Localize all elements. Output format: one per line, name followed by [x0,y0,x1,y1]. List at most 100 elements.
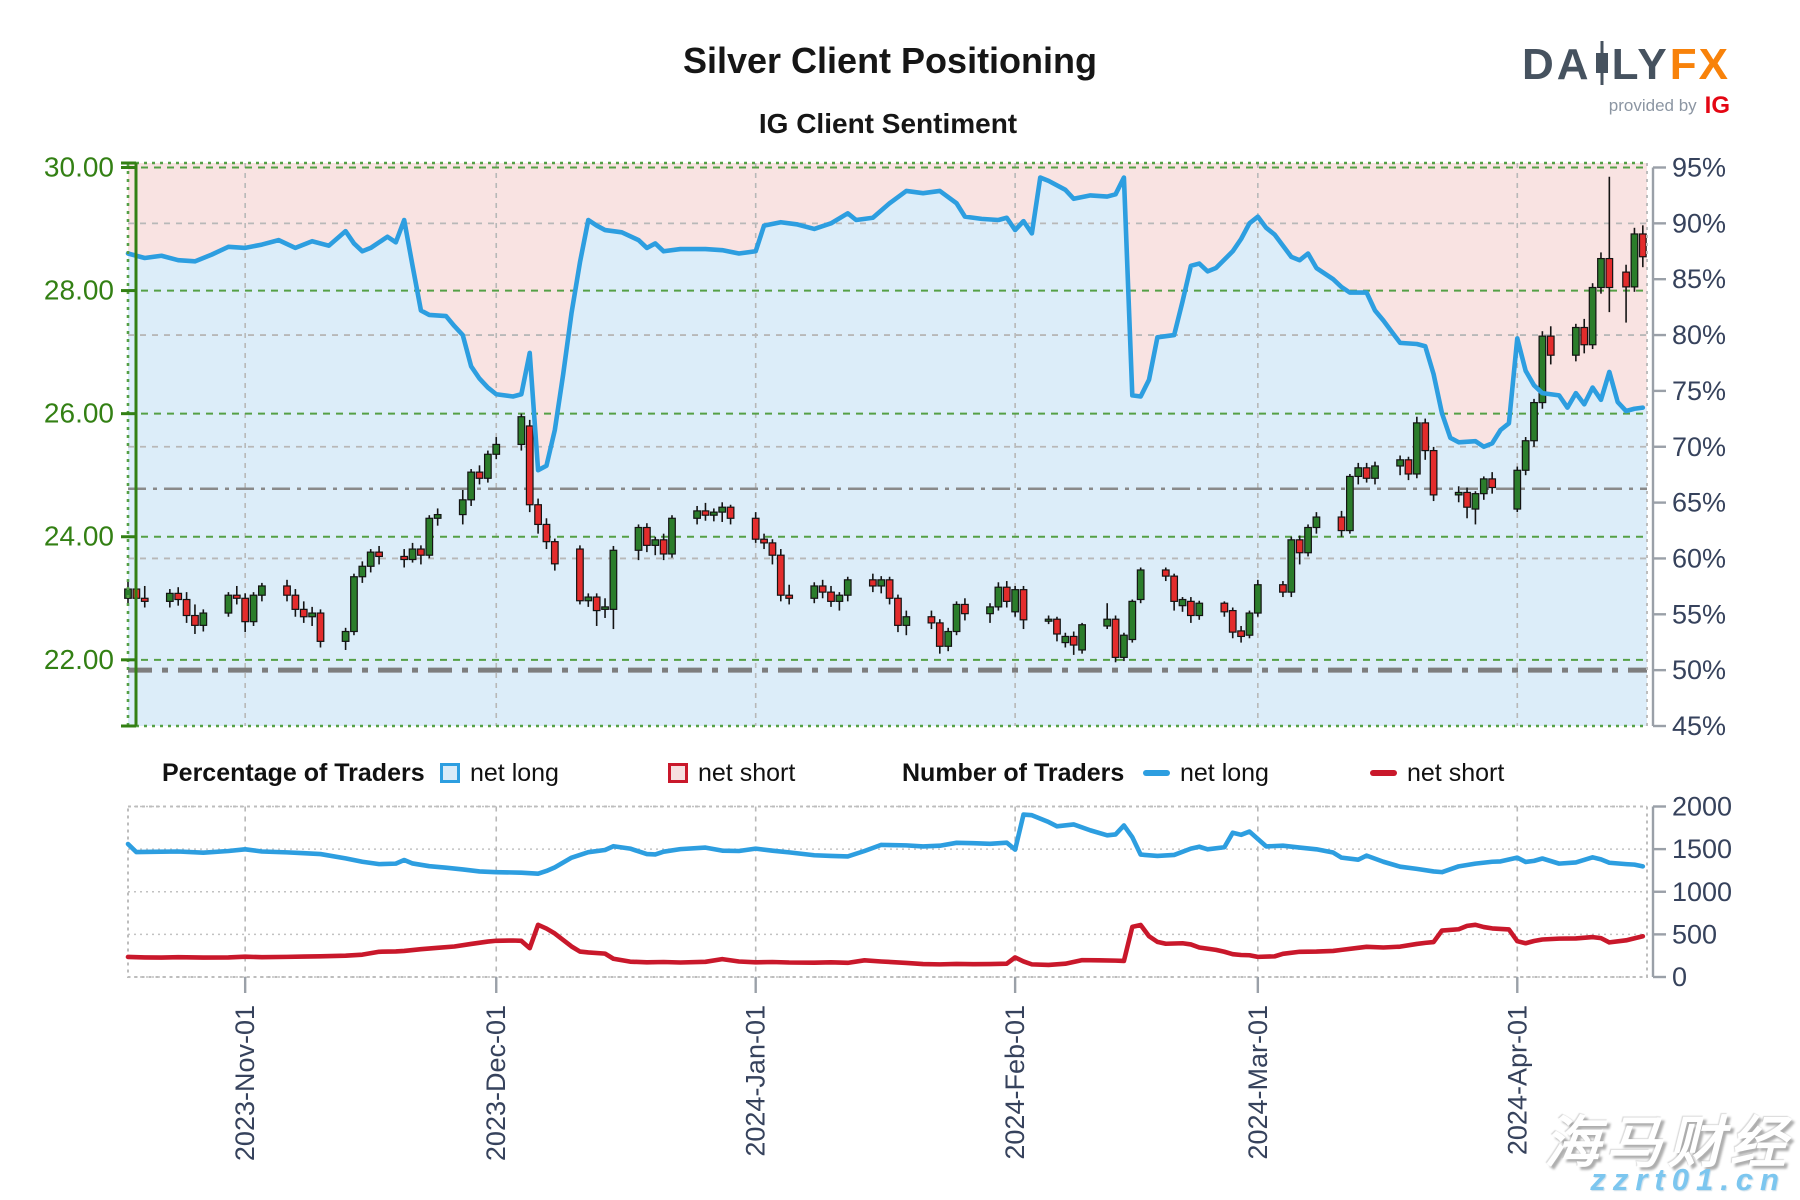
candle-body [718,506,727,513]
candle-body [785,594,794,599]
ig-logo: IG [1704,92,1730,119]
candle-body [1521,440,1530,471]
candle-body [1396,459,1405,467]
price-tick-label: 26.00 [44,398,114,429]
candle-body [1404,459,1413,475]
candle-body [1479,478,1488,495]
candle-body [1186,600,1195,617]
candle-body [1530,401,1538,442]
candle-body [1588,286,1597,346]
candle-body [1421,422,1430,452]
candle-body [140,597,149,602]
candle-body [1253,584,1262,614]
candle-body [584,596,593,602]
logo-provided-by: provided by [1608,96,1697,115]
candle-body [935,622,944,647]
candle-body [927,616,936,624]
candle-body [458,499,467,516]
candle-body [375,551,383,558]
pct-tick-label: 85% [1672,264,1726,294]
candle-body [433,513,442,519]
candle-body [1002,586,1011,602]
candle-body [1312,516,1321,529]
traders-net-short-line [125,922,1646,968]
page-title: Silver Client Positioning [682,40,1098,81]
candle-body [952,603,961,633]
legend-percentage-of-traders: Percentage of Traders [162,758,425,787]
candle-body [818,585,827,593]
pct-tick-label: 80% [1672,320,1726,350]
candle-body [400,555,409,561]
candle-body [1011,589,1020,613]
candle-body [651,539,660,546]
candle-body [868,579,877,587]
candle-body [609,549,618,610]
candle-body [1513,469,1522,510]
candle-body [709,511,718,516]
candle-body [249,594,258,623]
candle-body [350,576,358,633]
month-tick-label: 2024-Mar-01 [1243,1005,1273,1160]
candle-body [1354,467,1363,478]
candle-body [1120,634,1128,658]
candle-body [1304,526,1312,554]
candle-body [843,579,852,596]
candle-body [1078,624,1086,651]
candle-body [165,592,174,602]
net-long-pct-line [125,175,1646,473]
legend-number-of-traders: Number of Traders [902,758,1125,787]
candle-body [1061,635,1070,644]
net-long-fill [128,177,1647,727]
candle-body [668,517,676,555]
traders-plot-border [127,805,1648,978]
pct-tick-label: 60% [1672,543,1726,573]
candle-body [1597,257,1605,289]
legend-num-net-long: net long [1143,758,1269,788]
candle-body [1128,600,1137,641]
legend-num-net-short: net short [1370,758,1504,788]
candle-body [517,416,526,446]
candle-body [191,614,199,626]
pct-tick-label: 70% [1672,432,1726,462]
candle-body [642,526,651,546]
candle-body [174,592,183,601]
candle-body [1345,475,1354,532]
candle-body [366,551,375,567]
candle-body [475,471,484,479]
candle-body [1362,467,1371,479]
candle-body [1237,630,1245,638]
candlestick-icon [1594,40,1610,90]
pct-tick-label: 45% [1672,711,1726,741]
traders-tick-label: 1000 [1672,877,1732,907]
candle-body [241,597,250,623]
candle-body [1454,491,1463,496]
candle-body [308,612,317,618]
candle-body [467,471,476,501]
candle-body [1371,465,1379,479]
candle-body [1630,233,1639,288]
candle-body [1220,602,1229,613]
candle-body [358,565,367,578]
candle-body [751,517,760,540]
candle-body [1412,422,1421,475]
price-tick-label: 24.00 [44,521,114,552]
candle-body [994,586,1003,608]
candle-body [291,594,300,610]
legend-net-short-label-2: net short [1407,758,1505,787]
candle-body [1019,589,1028,621]
candle-body [1228,609,1237,633]
candle-body [944,630,953,647]
logo-text-fx: FX [1669,40,1730,89]
candle-body [827,591,835,602]
candle-body [525,425,534,506]
month-tick-label: 2024-Jan-01 [741,1005,771,1157]
legend-net-long-label: net long [470,758,559,787]
candle-body [835,594,844,602]
candle-body [550,541,559,565]
candle-body [224,594,233,614]
dailyfx-logo: DA LY FX provided by IG [1522,40,1730,120]
watermark-cjk: 海马财经 [1544,1111,1792,1174]
pct-tick-label: 75% [1672,376,1726,406]
logo-text-da: DA [1522,40,1592,89]
